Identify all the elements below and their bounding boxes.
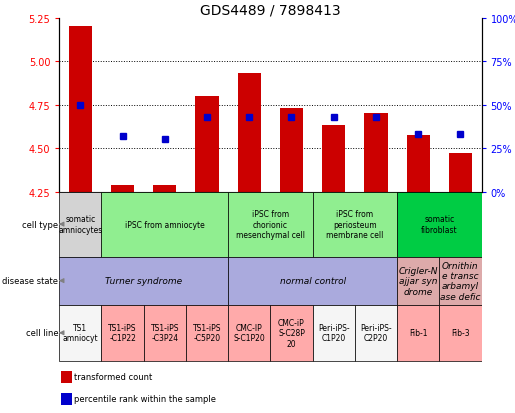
- Text: somatic
amniocytes: somatic amniocytes: [58, 215, 102, 234]
- Bar: [313, 192, 397, 257]
- Text: cell line: cell line: [26, 328, 58, 337]
- Bar: [364, 114, 388, 192]
- Bar: [153, 186, 177, 192]
- Bar: [355, 305, 397, 361]
- Bar: [280, 109, 303, 192]
- Text: Peri-iPS-
C2P20: Peri-iPS- C2P20: [360, 323, 392, 343]
- Text: disease state: disease state: [3, 276, 58, 285]
- Text: normal control: normal control: [280, 276, 346, 285]
- Bar: [322, 126, 346, 192]
- Bar: [270, 305, 313, 361]
- Bar: [61, 371, 72, 383]
- Bar: [144, 305, 186, 361]
- Text: CMC-iP
S-C28P
20: CMC-iP S-C28P 20: [278, 318, 305, 348]
- Bar: [59, 257, 228, 305]
- Bar: [397, 305, 439, 361]
- Text: percentile rank within the sample: percentile rank within the sample: [74, 394, 216, 403]
- Text: Fib-1: Fib-1: [409, 328, 427, 337]
- Bar: [68, 27, 92, 192]
- Text: iPSC from
chorionic
mesenchymal cell: iPSC from chorionic mesenchymal cell: [236, 210, 305, 240]
- Text: iPSC from amniocyte: iPSC from amniocyte: [125, 220, 204, 229]
- Bar: [186, 305, 228, 361]
- Text: Turner syndrome: Turner syndrome: [105, 276, 182, 285]
- Text: TS1-iPS
-C1P22: TS1-iPS -C1P22: [108, 323, 137, 343]
- Bar: [101, 192, 228, 257]
- Bar: [111, 186, 134, 192]
- Bar: [61, 393, 72, 405]
- Text: Ornithin
e transc
arbamyl
ase defic: Ornithin e transc arbamyl ase defic: [440, 261, 480, 301]
- Bar: [228, 305, 270, 361]
- Text: CMC-IP
S-C1P20: CMC-IP S-C1P20: [233, 323, 265, 343]
- Text: TS1-iPS
-C3P24: TS1-iPS -C3P24: [150, 323, 179, 343]
- Bar: [228, 192, 313, 257]
- Bar: [449, 154, 472, 192]
- Bar: [406, 135, 430, 192]
- Bar: [439, 305, 482, 361]
- Text: cell type: cell type: [22, 220, 58, 229]
- Bar: [313, 305, 355, 361]
- Bar: [59, 192, 101, 257]
- Text: Crigler-N
ajjar syn
drome: Crigler-N ajjar syn drome: [399, 266, 438, 296]
- Text: somatic
fibroblast: somatic fibroblast: [421, 215, 458, 234]
- Bar: [237, 74, 261, 192]
- Bar: [101, 305, 144, 361]
- Bar: [195, 97, 219, 192]
- Title: GDS4489 / 7898413: GDS4489 / 7898413: [200, 3, 341, 17]
- Bar: [228, 257, 397, 305]
- Bar: [397, 257, 439, 305]
- Bar: [439, 257, 482, 305]
- Text: iPSC from
periosteum
membrane cell: iPSC from periosteum membrane cell: [326, 210, 384, 240]
- Text: TS1
amniocyt: TS1 amniocyt: [62, 323, 98, 343]
- Bar: [397, 192, 482, 257]
- Text: TS1-iPS
-C5P20: TS1-iPS -C5P20: [193, 323, 221, 343]
- Text: Peri-iPS-
C1P20: Peri-iPS- C1P20: [318, 323, 350, 343]
- Bar: [59, 305, 101, 361]
- Text: transformed count: transformed count: [74, 373, 152, 381]
- Text: Fib-3: Fib-3: [451, 328, 470, 337]
